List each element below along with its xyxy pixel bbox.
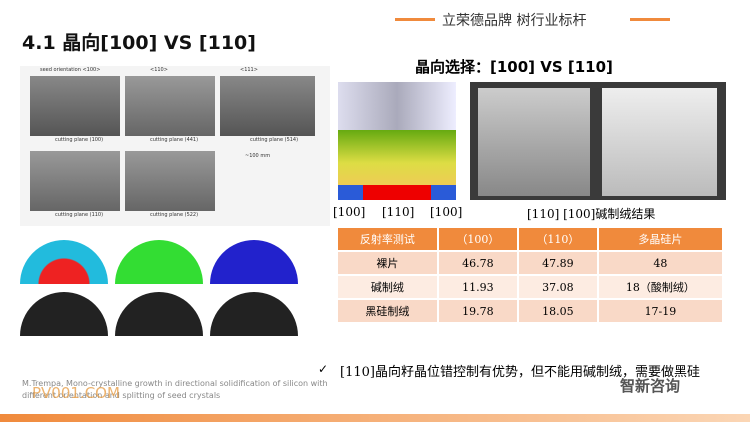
image: [125, 76, 215, 136]
cell: 11.93: [438, 276, 517, 298]
figure-caption: <111>: [240, 67, 258, 73]
figure-caption: seed orientation <100>: [40, 67, 101, 73]
image: [125, 151, 215, 211]
image-label: [100]: [333, 205, 366, 219]
watermark: PV001.COM: [32, 384, 120, 402]
figure-caption: <110>: [150, 67, 168, 73]
wafer: [602, 88, 717, 196]
image: [30, 151, 120, 211]
table-row: 裸片 46.78 47.89 48: [338, 252, 722, 274]
cell: 18.05: [518, 300, 597, 322]
image: [20, 240, 108, 284]
figure-caption: cutting plane (110): [55, 212, 104, 218]
citation: M.Trempa, Mono-crystalline growth in dir…: [22, 379, 328, 400]
image: [20, 292, 108, 336]
cell: 19.78: [438, 300, 517, 322]
image-band: [338, 130, 456, 185]
header-cell: 反射率测试: [338, 228, 437, 250]
image: [210, 292, 298, 336]
header-cell: （100）: [438, 228, 517, 250]
logo: 智新咨询: [620, 377, 681, 395]
wafer: [478, 88, 590, 196]
header-cell: （110）: [518, 228, 597, 250]
figure-caption: cutting plane (441): [150, 137, 199, 143]
figure-panel: [20, 232, 300, 347]
cell: 17-19: [598, 300, 722, 322]
image: [220, 76, 315, 136]
table-header: 反射率测试 （100） （110） 多晶硅片: [338, 228, 722, 250]
image-label: [100]: [430, 205, 463, 219]
cell: 48: [598, 252, 722, 274]
figure-panel: [20, 66, 330, 226]
table: 反射率测试 （100） （110） 多晶硅片 裸片 46.78 47.89 48 碱制绒 11.9…: [336, 226, 724, 324]
image: [210, 240, 298, 284]
image: [338, 82, 456, 200]
cell: 47.89: [518, 252, 597, 274]
cell: 裸片: [338, 252, 437, 274]
cell: 黑硅制绒: [338, 300, 437, 322]
image: [470, 82, 726, 200]
header-cell: 多晶硅片: [598, 228, 722, 250]
figure-caption: cutting plane (100): [55, 137, 104, 143]
image-band: [363, 185, 431, 200]
header-rule: [630, 18, 670, 21]
check-icon: ✓: [318, 362, 329, 376]
slogan: 立荣德品牌 树行业标杆: [442, 13, 587, 29]
bullet: [110]晶向籽晶位错控制有优势，但不能用碱制绒，需要做黑硅: [340, 365, 700, 380]
image: [30, 76, 120, 136]
footer-bar: [0, 414, 750, 422]
figure-caption: cutting plane (522): [150, 212, 199, 218]
image-label: [110]: [382, 205, 415, 219]
image: [115, 292, 203, 336]
caption: [110] [100]碱制绒结果: [527, 207, 656, 221]
heading: 晶向选择：[100] VS [110]: [415, 58, 613, 76]
cell: 46.78: [438, 252, 517, 274]
cell: 18（酸制绒）: [598, 276, 722, 298]
cell: 37.08: [518, 276, 597, 298]
image: [115, 240, 203, 284]
slide-title: 4.1 晶向[100] VS [110]: [22, 32, 256, 54]
table-row: 黑硅制绒 19.78 18.05 17-19: [338, 300, 722, 322]
table-row: 碱制绒 11.93 37.08 18（酸制绒）: [338, 276, 722, 298]
figure-caption: ~100 mm: [245, 153, 271, 159]
cell: 碱制绒: [338, 276, 437, 298]
figure-caption: cutting plane (514): [250, 137, 299, 143]
header-rule: [395, 18, 435, 21]
